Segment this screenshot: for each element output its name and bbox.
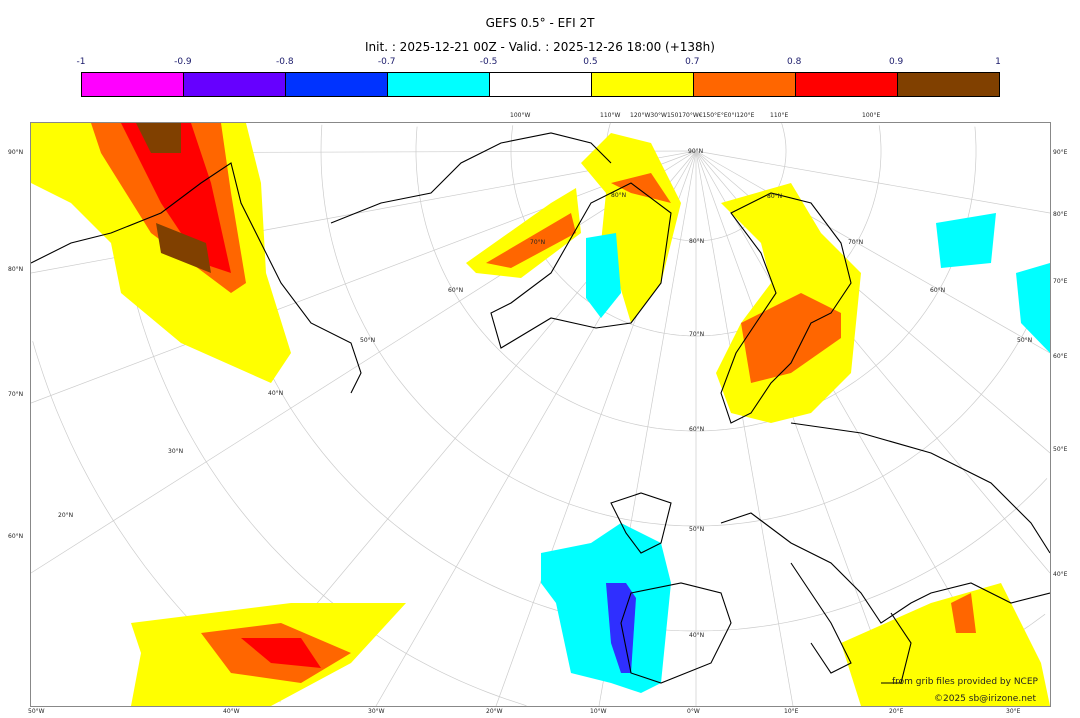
graticule-label: 20°N xyxy=(58,512,74,519)
graticule-label: 50°E xyxy=(1053,446,1068,453)
graticule-label: 110°W xyxy=(600,112,621,119)
colorbar-segment xyxy=(184,73,286,96)
latitude-circle xyxy=(974,126,977,151)
colorbar-segment xyxy=(898,73,999,96)
graticule-label: 20°E xyxy=(889,708,904,715)
colorbar-label: -0.8 xyxy=(275,57,294,67)
colorbar-segment xyxy=(82,73,184,96)
map-svg xyxy=(31,123,1050,706)
graticule-label: 80°N xyxy=(767,193,783,200)
colorbar-label: 0.9 xyxy=(888,57,904,67)
graticule-label: 70°N xyxy=(689,331,705,338)
efi-fields xyxy=(31,123,1050,706)
colorbar-label: 1 xyxy=(995,57,1001,67)
graticule-label: 50°N xyxy=(1017,337,1033,344)
graticule-label: 40°W xyxy=(223,708,240,715)
latitude-circle xyxy=(878,125,882,151)
colorbar-label: -0.9 xyxy=(174,57,192,67)
graticule-label: 70°N xyxy=(8,391,24,398)
colorbar-segment xyxy=(388,73,490,96)
graticule-label: 90°N xyxy=(688,148,704,155)
graticule-label: 70°E xyxy=(1053,278,1068,285)
graticule-label: 0°W xyxy=(687,708,700,715)
graticule-label: 80°N xyxy=(611,192,627,199)
graticule-label: 90°N xyxy=(8,149,24,156)
graticule-label: 30°E xyxy=(1006,708,1021,715)
colorbar-segment xyxy=(796,73,898,96)
colorbar-label: 0.5 xyxy=(583,57,598,67)
latitude-circle xyxy=(781,123,787,151)
chart-title: GEFS 0.5° - EFI 2T xyxy=(485,16,595,30)
credit-copyright: ©2025 sb@irizone.net xyxy=(934,694,1036,704)
graticule-label: 50°N xyxy=(689,526,705,533)
graticule-label: 110°E xyxy=(770,112,789,119)
map-panel: 90°N 80°N 70°N 60°N 50°N 40°N 80°N 70°N 60°N 50°N… xyxy=(30,122,1051,707)
graticule-label: 50°W xyxy=(28,708,45,715)
colorbar-segment xyxy=(592,73,694,96)
graticule-label: 80°N xyxy=(689,238,705,245)
graticule-label: 90°E xyxy=(1053,149,1068,156)
coastlines xyxy=(31,132,1050,684)
chart-subtitle: Init. : 2025-12-21 00Z - Valid. : 2025-1… xyxy=(365,40,715,54)
colorbar-label: -0.5 xyxy=(479,57,498,67)
graticule-label: 60°N xyxy=(930,287,946,294)
graticule-label: 120°W30°W150170°W€150°E°E0°I120°E xyxy=(630,112,755,119)
graticule-label: 60°N xyxy=(8,533,24,540)
colorbar-label: 0.8 xyxy=(787,57,802,67)
graticule-label: 40°E xyxy=(1053,571,1068,578)
colorbar-label: 0.7 xyxy=(685,57,700,67)
graticule-label: 30°N xyxy=(168,448,184,455)
graticule-label: 60°E xyxy=(1053,353,1068,360)
credit-ncep: from grib files provided by NCEP xyxy=(892,677,1038,687)
latitude-circle xyxy=(415,126,977,432)
graticule-label: 10°E xyxy=(784,708,799,715)
latitude-circle xyxy=(320,124,1049,527)
graticule-label: 80°E xyxy=(1053,211,1068,218)
graticule-label: 70°N xyxy=(848,239,864,246)
graticule-label: 70°N xyxy=(530,239,546,246)
graticule-label: 40°N xyxy=(689,632,705,639)
graticule-label: 60°N xyxy=(448,287,464,294)
graticule-label: 50°N xyxy=(360,337,376,344)
graticule-label: 80°N xyxy=(8,266,24,273)
graticule-label: 10°W xyxy=(590,708,607,715)
colorbar-segment xyxy=(286,73,388,96)
graticule-label: 100°E xyxy=(862,112,881,119)
graticule-label: 20°W xyxy=(486,708,503,715)
graticule-label: 40°N xyxy=(268,390,284,397)
colorbar-label: -1 xyxy=(76,57,86,67)
colorbar-label: -0.7 xyxy=(377,57,396,67)
colorbar-segment xyxy=(694,73,796,96)
colorbar-segment xyxy=(490,73,592,96)
colorbar xyxy=(81,72,1000,97)
graticule-label: 100°W xyxy=(510,112,531,119)
graticule-label: 30°W xyxy=(368,708,385,715)
graticule-label: 60°N xyxy=(689,426,705,433)
